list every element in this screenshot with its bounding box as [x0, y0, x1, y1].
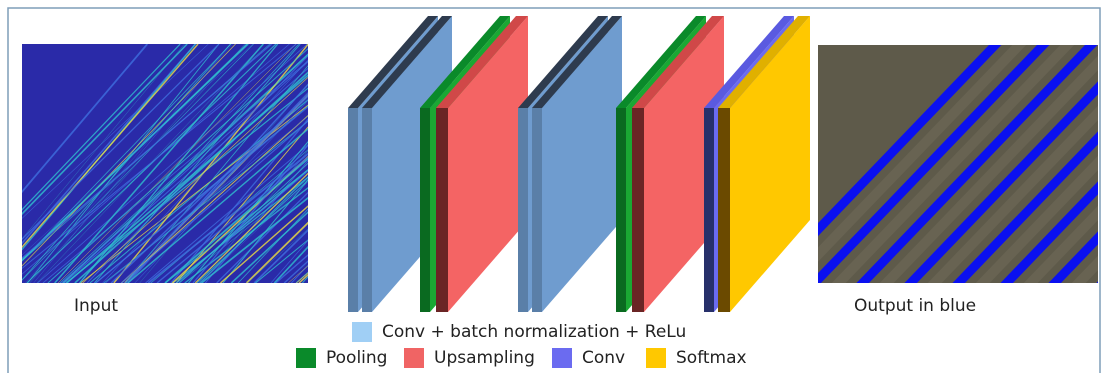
- legend: Conv + batch normalization + ReLu Pooling…: [296, 322, 747, 368]
- layer-edge: [616, 108, 626, 312]
- layer-edge: [718, 108, 730, 312]
- layer-edge: [348, 108, 358, 312]
- layer-edge: [518, 108, 528, 312]
- layer-edge: [436, 108, 448, 312]
- legend-label: Conv + batch normalization + ReLu: [382, 322, 686, 342]
- layer-edge: [420, 108, 430, 312]
- legend-swatch: [646, 348, 666, 368]
- legend-label: Pooling: [326, 348, 387, 368]
- legend-label: Conv: [582, 348, 625, 368]
- layer-edge: [362, 108, 372, 312]
- legend-swatch: [296, 348, 316, 368]
- legend-swatch: [352, 322, 372, 342]
- diagram: Input Output in blue Conv + batch normal…: [0, 0, 1108, 373]
- layer: [532, 16, 622, 312]
- legend-label: Upsampling: [434, 348, 535, 368]
- input-label: Input: [74, 296, 118, 316]
- legend-swatch: [404, 348, 424, 368]
- network-layers: [348, 16, 810, 312]
- layer-edge: [632, 108, 644, 312]
- layer: [718, 16, 810, 312]
- legend-swatch: [552, 348, 572, 368]
- layer-edge: [704, 108, 714, 312]
- legend-label: Softmax: [676, 348, 747, 368]
- output-label: Output in blue: [854, 296, 976, 316]
- layer-edge: [532, 108, 542, 312]
